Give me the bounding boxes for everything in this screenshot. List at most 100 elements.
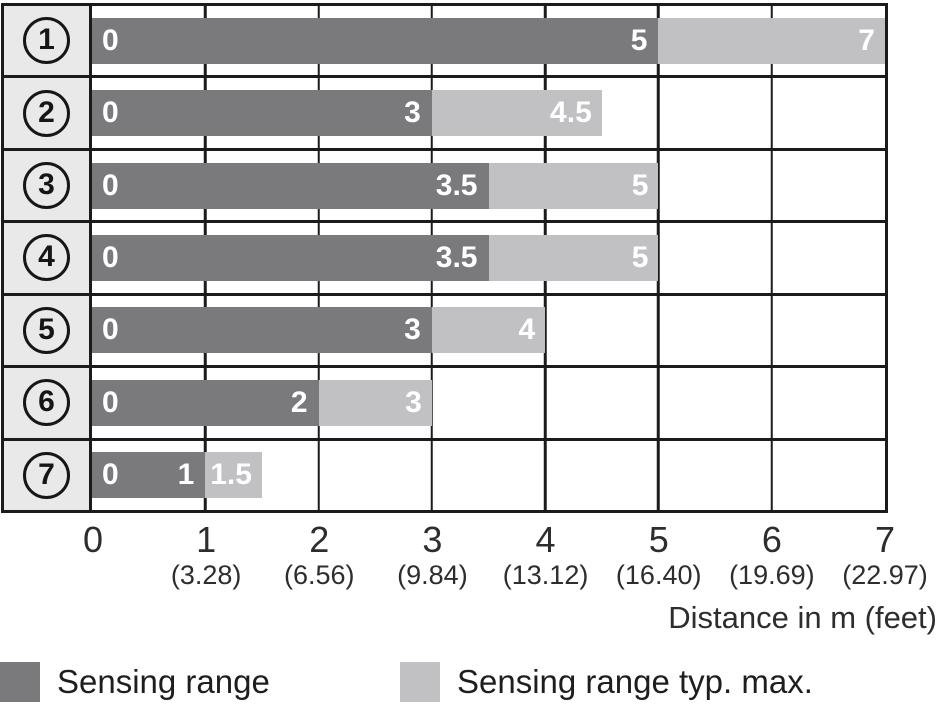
bar-max-end-label: 1.5 [210,458,252,492]
gridline [543,440,547,510]
row-label-cell: 5 [4,295,92,366]
legend-item: Sensing range typ. max. [400,662,813,702]
row-plot-area: 0 3 4.5 [92,78,885,148]
bar-max-end-label: 5 [631,168,649,202]
x-tick-feet-label: (9.84) [397,559,468,590]
x-tick-meters-label: 3 [422,519,443,560]
bar-start-label: 0 [102,168,119,202]
x-tick-meters-label: 5 [648,519,669,560]
chart-row: 3 0 3.5 5 [4,150,885,224]
legend-swatch [400,662,440,702]
sensing-range-typ-max-bar: 4.5 [431,90,602,137]
gridline [657,295,660,366]
chart-row: 2 0 3 4.5 [4,78,885,151]
x-tick-feet-label: (16.40) [615,559,702,590]
x-axis-tick: 0 [83,521,103,559]
sensing-range-typ-max-bar: 5 [488,234,659,281]
row-plot-area: 0 1 1.5 [92,440,885,510]
legend-swatch [0,662,40,702]
gridline [430,440,434,510]
chart-row: 7 0 1 1.5 [4,440,885,510]
sensing-range-typ-max-bar: 1.5 [205,452,262,499]
x-axis-tick: 7 (22.97) [842,521,928,593]
bar-range-end-label: 1 [177,458,195,492]
gridline [430,368,434,438]
x-tick-feet-label: (3.28) [170,559,242,590]
gridline [657,223,660,293]
sensing-range-typ-max-bar: 4 [431,307,546,354]
x-tick-meters-label: 0 [82,519,104,560]
x-tick-meters-label: 1 [196,519,217,560]
x-axis-tick: 6 (19.69) [729,521,815,593]
sensing-range-typ-max-bar: 7 [658,17,885,64]
row-number-badge: 4 [23,234,70,282]
bar-start-label: 0 [102,385,119,419]
bar-start-label: 0 [102,458,119,492]
sensing-range-bar: 0 3.5 [92,162,489,209]
row-label-cell: 1 [4,6,92,76]
bar-range-end-label: 3.5 [435,240,478,274]
gridline [543,368,547,438]
bar-range-end-label: 3.5 [435,168,478,202]
x-axis-title: Distance in m (feet) [668,600,937,635]
bar-start-label: 0 [102,313,119,347]
gridline [770,295,773,366]
gridline [317,440,320,510]
bar-max-end-label: 3 [405,385,422,419]
gridline [770,368,773,438]
gridline [770,440,773,510]
bar-max-end-label: 4.5 [550,96,592,130]
sensing-range-typ-max-bar: 5 [488,162,659,209]
row-plot-area: 0 3.5 5 [92,223,885,293]
row-label-cell: 6 [4,368,92,438]
row-number-badge: 3 [23,162,70,210]
row-label-cell: 2 [4,78,92,148]
bar-range-end-label: 5 [630,23,648,57]
row-number-badge: 1 [23,17,70,65]
bar-range-end-label: 3 [404,313,421,347]
row-number-badge: 2 [23,89,70,137]
row-number-badge: 6 [23,379,70,427]
bar-start-label: 0 [102,240,119,274]
x-axis-tick: 3 (9.84) [397,521,468,593]
row-label-cell: 4 [4,223,92,293]
x-axis-tick: 4 (13.12) [503,521,589,593]
gridline [770,223,773,293]
x-tick-meters-label: 4 [535,519,556,560]
bar-max-end-label: 4 [518,313,536,347]
row-plot-area: 0 3.5 5 [92,150,885,221]
row-label-cell: 3 [4,150,92,221]
bar-range-end-label: 3 [404,96,421,130]
bar-max-end-label: 7 [858,23,875,57]
sensing-range-bar: 0 3.5 [92,234,489,281]
x-tick-feet-label: (19.69) [729,559,815,590]
x-axis-tick: 5 (16.40) [616,521,702,593]
x-axis: 0 1 (3.28) 2 (6.56) 3 (9.84) 4 (13.12) 5… [83,519,928,599]
gridline [657,440,660,510]
bar-max-end-label: 5 [631,240,649,274]
bar-start-label: 0 [102,96,119,130]
chart-row: 4 0 3.5 5 [4,223,885,296]
x-axis-tick: 2 (6.56) [284,521,355,593]
row-number-badge: 5 [23,306,70,354]
x-tick-meters-label: 6 [761,519,782,560]
x-tick-feet-label: (22.97) [842,559,928,590]
legend-item: Sensing range [0,662,270,702]
x-tick-meters-label: 2 [309,519,330,560]
gridline [657,78,660,148]
gridline [543,295,547,366]
gridline [657,150,660,221]
x-tick-feet-label: (6.56) [284,559,355,590]
sensing-range-typ-max-bar: 3 [318,379,432,426]
